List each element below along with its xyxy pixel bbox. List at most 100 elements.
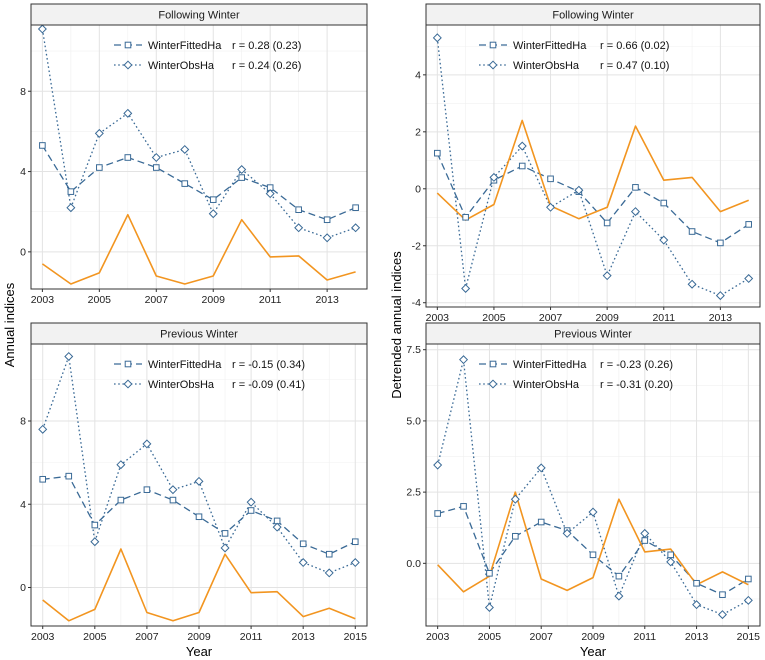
legend-correlation: r = 0.28 (0.23): [232, 40, 301, 52]
y-tick-label: -4: [412, 297, 421, 309]
legend-label: WinterFittedHa: [148, 40, 222, 52]
y-tick-label: 4: [20, 166, 26, 178]
data-point-winterobsha: [94, 128, 104, 138]
data-point-winterfittedha: [325, 550, 333, 558]
chart-panel-1: Following Winter 2003 2005 2007 2009 2011 2013…: [20, 3, 368, 306]
data-point-winterobsha: [562, 528, 572, 538]
data-point-winterobsha: [692, 600, 702, 610]
x-tick-label: 2009: [187, 631, 211, 643]
data-point-winterobsha: [433, 460, 443, 470]
data-point-winterfittedha: [717, 239, 724, 247]
data-point-winterobsha: [90, 537, 100, 547]
data-point-winterobsha: [546, 202, 556, 212]
legend-label: WinterObsHa: [148, 60, 215, 72]
data-point-winterobsha: [351, 223, 361, 233]
y-tick-label: 8: [20, 416, 26, 428]
legend-key-marker: [488, 379, 498, 389]
data-point-winterobsha: [432, 33, 442, 43]
legend-correlation: r = -0.23 (0.26): [600, 359, 673, 371]
left-y-axis-label: Annual indices: [2, 282, 17, 367]
panels-group: Following Winter 2003 2005 2007 2009 2011 2013…: [20, 3, 761, 643]
data-point-winterobsha: [588, 507, 598, 517]
data-point-winterobsha: [64, 351, 74, 361]
x-tick-label: 2013: [685, 631, 709, 643]
legend-label: WinterFittedHa: [513, 359, 587, 371]
panel-strip-title: Previous Winter: [160, 329, 238, 341]
data-point-winterfittedha: [221, 530, 229, 537]
data-point-winterfittedha: [547, 175, 554, 183]
data-point-winterfittedha: [67, 188, 75, 195]
data-point-winterobsha: [220, 543, 230, 553]
data-point-winterobsha: [630, 207, 640, 217]
data-point-winterobsha: [272, 522, 282, 532]
data-point-winterfittedha: [323, 216, 331, 224]
data-point-winterobsha: [237, 165, 247, 175]
legend-correlation: r = -0.31 (0.20): [600, 379, 673, 391]
data-point-winterobsha: [640, 528, 650, 538]
x-tick-label: 2009: [595, 312, 619, 324]
x-tick-label: 2003: [31, 294, 55, 306]
data-point-winterobsha: [66, 203, 76, 213]
data-point-winterfittedha: [238, 174, 246, 181]
x-tick-label: 2005: [88, 294, 112, 306]
x-tick-label: 2003: [31, 631, 55, 643]
data-point-winterobsha: [246, 497, 256, 507]
data-point-winterfittedha: [117, 496, 125, 504]
legend-correlation: r = -0.15 (0.34): [232, 359, 305, 371]
legend-key-marker: [489, 41, 497, 49]
series-line-index: [41, 213, 356, 285]
legend-label: WinterFittedHa: [148, 359, 222, 371]
data-point-winterfittedha: [660, 199, 668, 207]
x-tick-label: 2011: [259, 294, 282, 306]
data-point-winterfittedha: [589, 551, 597, 559]
data-point-winterfittedha: [299, 540, 307, 548]
chart-panel-4: Previous Winter 2003 2005 2007 2009 2011 2013 2…: [406, 322, 761, 643]
data-point-winterobsha: [459, 355, 469, 365]
chart-panel-2: Following Winter 2003 2005 2007 2009 2011 2013…: [412, 3, 761, 324]
data-point-winterfittedha: [181, 180, 189, 187]
x-tick-label: 2011: [633, 631, 656, 643]
data-point-winterfittedha: [195, 513, 203, 521]
data-point-winterfittedha: [434, 149, 441, 157]
legend-label: WinterObsHa: [513, 60, 580, 72]
panel-strip-title: Previous Winter: [554, 329, 632, 341]
left-x-axis-label: Year: [186, 644, 213, 659]
data-point-winterfittedha: [486, 570, 493, 577]
data-point-winterfittedha: [143, 486, 151, 493]
y-tick-label: 2: [415, 126, 421, 138]
panel-strip-title: Following Winter: [552, 10, 634, 22]
data-point-winterobsha: [461, 283, 471, 293]
y-tick-label: 2.5: [406, 487, 421, 499]
data-point-winterobsha: [484, 602, 494, 612]
data-point-winterobsha: [717, 610, 727, 620]
data-point-winterobsha: [687, 279, 697, 289]
data-point-winterobsha: [574, 185, 584, 195]
data-point-winterfittedha: [434, 510, 441, 517]
y-tick-label: 7.5: [406, 344, 421, 356]
legend-key-marker: [123, 379, 133, 389]
x-tick-label: 2007: [530, 631, 554, 643]
x-tick-label: 2005: [482, 312, 506, 324]
data-point-winterobsha: [614, 591, 624, 601]
data-point-winterfittedha: [518, 162, 526, 170]
x-tick-label: 2015: [344, 631, 368, 643]
legend-label: WinterObsHa: [513, 379, 580, 391]
data-point-winterobsha: [123, 108, 133, 118]
x-tick-label: 2015: [737, 631, 761, 643]
data-point-winterobsha: [37, 24, 47, 34]
data-point-winterfittedha: [667, 551, 674, 559]
legend-label: WinterFittedHa: [513, 40, 587, 52]
data-point-winterobsha: [298, 558, 308, 568]
data-point-winterfittedha: [96, 164, 103, 171]
data-point-winterfittedha: [295, 206, 302, 213]
y-tick-label: 4: [415, 69, 421, 81]
data-point-winterobsha: [116, 460, 126, 470]
x-tick-label: 2013: [292, 631, 316, 643]
data-point-winterobsha: [715, 291, 725, 301]
data-point-winterobsha: [536, 463, 546, 473]
legend-label: WinterObsHa: [148, 379, 215, 391]
x-tick-label: 2009: [202, 294, 226, 306]
data-point-winterfittedha: [209, 196, 217, 203]
data-point-winterobsha: [666, 557, 676, 567]
